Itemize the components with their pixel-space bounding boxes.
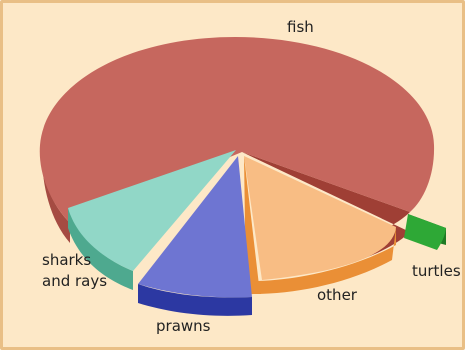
sharks-slice-group [68,150,236,290]
label-turtles: turtles [412,262,461,280]
other-slice-group [244,156,396,295]
turtles-slice [404,214,446,250]
prawns-slice-group [138,156,252,316]
fish-slice-group [39,37,435,265]
turtles-slice-group [404,214,446,250]
prawns-slice [138,156,252,298]
label-fish: fish [287,18,314,36]
sharks-slice [68,150,236,271]
fish-slice-side [242,152,410,265]
label-sharks: sharks [42,251,91,269]
fish-slice-side-left [42,155,70,243]
fish-slice [39,37,435,223]
label-prawns: prawns [156,317,211,335]
label-other: other [317,286,358,304]
sharks-slice-side [68,208,133,290]
prawns-slice-side [138,284,252,316]
label-sharks-and-rays: sharks and rays [42,251,107,290]
label-and-rays: and rays [42,272,107,290]
other-slice [244,156,396,280]
